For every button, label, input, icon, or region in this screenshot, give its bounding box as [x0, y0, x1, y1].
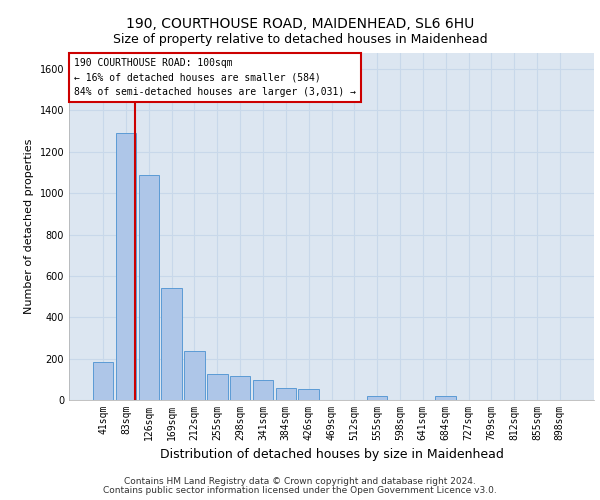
Bar	[184, 352, 205, 400]
Bar	[367, 396, 388, 400]
Y-axis label: Number of detached properties: Number of detached properties	[24, 138, 34, 314]
Bar	[298, 388, 319, 400]
Text: 190 COURTHOUSE ROAD: 100sqm
← 16% of detached houses are smaller (584)
84% of se: 190 COURTHOUSE ROAD: 100sqm ← 16% of det…	[74, 58, 356, 98]
Bar	[93, 362, 113, 400]
Bar	[275, 388, 296, 400]
Bar	[207, 374, 227, 400]
Bar	[230, 376, 250, 400]
Text: Contains public sector information licensed under the Open Government Licence v3: Contains public sector information licen…	[103, 486, 497, 495]
Text: Contains HM Land Registry data © Crown copyright and database right 2024.: Contains HM Land Registry data © Crown c…	[124, 477, 476, 486]
Bar	[436, 396, 456, 400]
Text: 190, COURTHOUSE ROAD, MAIDENHEAD, SL6 6HU: 190, COURTHOUSE ROAD, MAIDENHEAD, SL6 6H…	[126, 18, 474, 32]
Bar	[116, 133, 136, 400]
X-axis label: Distribution of detached houses by size in Maidenhead: Distribution of detached houses by size …	[160, 448, 503, 462]
Bar	[161, 288, 182, 400]
Bar	[253, 380, 273, 400]
Bar	[139, 174, 159, 400]
Text: Size of property relative to detached houses in Maidenhead: Size of property relative to detached ho…	[113, 32, 487, 46]
